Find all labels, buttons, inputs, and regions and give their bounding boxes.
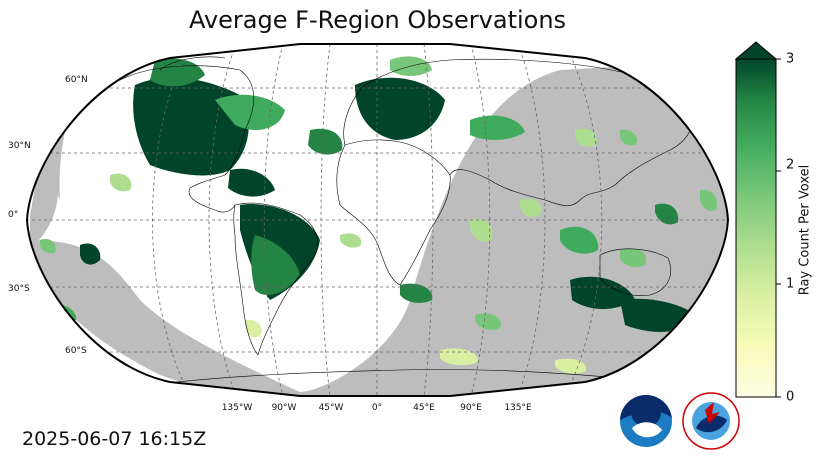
colorbar-tick-0: 0 (786, 389, 795, 405)
colorbar-gradient (735, 58, 777, 398)
nws-logo (682, 392, 740, 450)
lon-label-135e: 135°E (504, 403, 532, 413)
map-title: Average F-Region Observations (188, 6, 567, 34)
night-shading (30, 60, 728, 396)
colorbar-extend-arrow (734, 41, 778, 60)
globe-border (25, 43, 730, 397)
lat-label-60s: 60°S (65, 346, 87, 356)
lat-label-30s: 30°S (8, 284, 30, 294)
colorbar-tick-1: 1 (786, 276, 795, 292)
lat-label-equator: 0° (8, 210, 19, 220)
colorbar-tick-2: 2 (786, 157, 795, 173)
lat-label-60n: 60°N (65, 75, 88, 85)
colorbar-label: Ray Count Per Voxel (797, 164, 813, 296)
globe (27, 44, 728, 396)
lon-label-45e: 45°E (413, 403, 435, 413)
lon-label-90w: 90°W (271, 403, 297, 413)
timestamp: 2025-06-07 16:15Z (22, 428, 207, 450)
lon-label-45w: 45°W (318, 403, 344, 413)
colorbar (734, 41, 781, 398)
noaa-logo (620, 395, 672, 447)
graticule (27, 44, 728, 396)
lat-label-30n: 30°N (8, 141, 31, 151)
colorbar-tick-3: 3 (786, 51, 795, 67)
lon-label-135w: 135°W (221, 403, 253, 413)
lon-label-90e: 90°E (460, 403, 482, 413)
lon-label-0: 0° (371, 403, 383, 413)
